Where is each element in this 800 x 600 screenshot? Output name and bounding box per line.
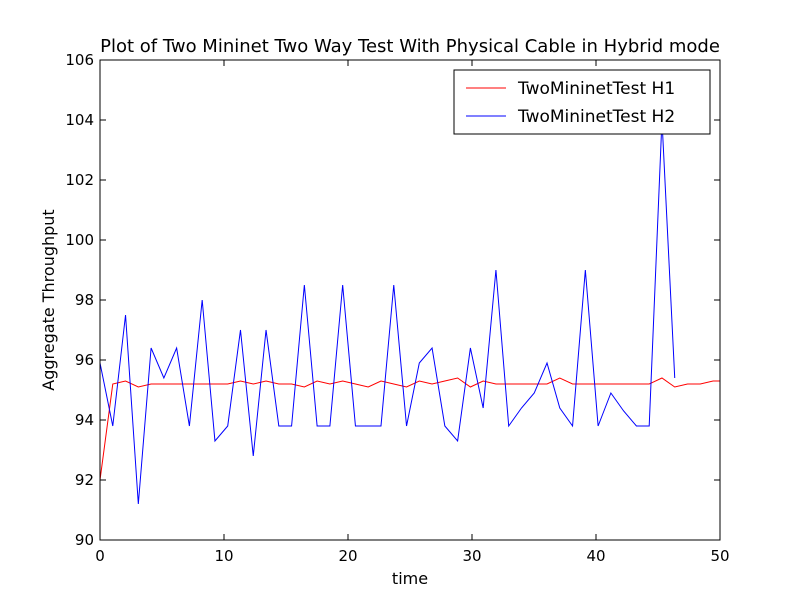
y-tick-label: 92 <box>75 471 94 489</box>
legend-box <box>453 69 711 135</box>
x-tick-label: 10 <box>214 547 233 565</box>
legend-label-2: TwoMininetTest H2 <box>517 107 675 127</box>
y-axis: 90 92 94 96 98 100 102 104 106 <box>65 51 720 549</box>
x-tick-label: 0 <box>95 547 105 565</box>
y-tick-label: 90 <box>75 531 94 549</box>
x-tick-label: 30 <box>462 547 481 565</box>
chart-title: Plot of Two Mininet Two Way Test With Ph… <box>100 36 720 57</box>
y-tick-label: 104 <box>65 111 94 129</box>
x-axis: 0 10 20 30 40 50 <box>95 60 730 565</box>
x-tick-label: 20 <box>338 547 357 565</box>
y-tick-label: 106 <box>65 51 94 69</box>
x-tick-label: 50 <box>710 547 729 565</box>
legend-label-1: TwoMininetTest H1 <box>517 79 675 99</box>
y-tick-label: 96 <box>75 351 94 369</box>
legend: TwoMininetTest H1 TwoMininetTest H2 <box>453 69 711 135</box>
y-tick-label: 98 <box>75 291 94 309</box>
y-tick-label: 102 <box>65 171 94 189</box>
y-tick-label: 100 <box>65 231 94 249</box>
series-line-2 <box>100 119 676 505</box>
series-line-1 <box>100 377 720 481</box>
x-axis-label: time <box>392 569 428 588</box>
y-axis-label: Aggregate Throughput <box>39 209 58 390</box>
y-tick-label: 94 <box>75 411 94 429</box>
x-tick-label: 40 <box>586 547 605 565</box>
